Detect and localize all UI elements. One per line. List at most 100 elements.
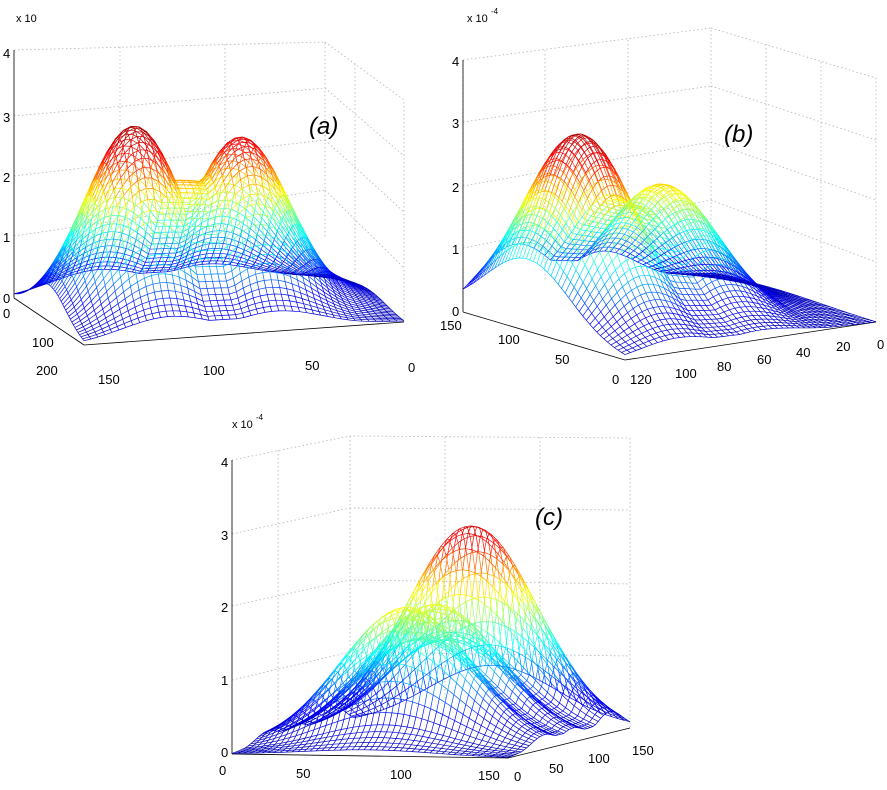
surface-mesh-line [96, 247, 99, 254]
surface-mesh-line [127, 260, 131, 265]
surface-mesh-line [257, 312, 265, 315]
surface-mesh-line [156, 171, 165, 179]
surface-mesh-line [108, 325, 111, 330]
surface-mesh-line [290, 249, 299, 258]
surface-mesh-line [164, 164, 166, 166]
surface-mesh-line [185, 188, 188, 193]
surface-mesh-line [252, 181, 260, 192]
surface-mesh-line [277, 231, 285, 242]
surface-mesh-line [59, 289, 67, 299]
surface-mesh-line [263, 240, 272, 248]
surface-mesh-line [91, 210, 94, 219]
surface-mesh-line [69, 257, 73, 263]
surface-mesh-line [217, 163, 220, 167]
surface-mesh-line [253, 213, 261, 216]
surface-mesh-line [201, 174, 210, 183]
surface-mesh-line [88, 258, 91, 265]
surface-mesh-line [326, 276, 328, 278]
surface-mesh-line [207, 248, 215, 250]
surface-mesh-line [596, 216, 602, 219]
surface-mesh-line [247, 224, 256, 229]
surface-mesh-line [116, 195, 125, 207]
surface-mesh-line [191, 180, 194, 182]
surface-mesh-line [65, 310, 68, 314]
surface-mesh-line [82, 336, 90, 340]
surface-mesh-line [92, 202, 96, 211]
surface-mesh-line [130, 220, 133, 229]
surface-mesh-line [86, 285, 89, 292]
surface-mesh-line [130, 228, 138, 233]
surface-mesh-line [113, 138, 116, 142]
surface-mesh-line [246, 202, 249, 210]
surface-mesh-line [274, 204, 277, 209]
surface-mesh-line [103, 245, 106, 253]
surface-mesh-line [314, 267, 317, 269]
surface-mesh-line [186, 208, 189, 215]
surface-mesh-line [317, 259, 319, 261]
surface-mesh-line [290, 265, 298, 271]
surface-mesh-line [179, 276, 187, 281]
surface-mesh-line [45, 272, 54, 284]
surface-mesh-line [135, 170, 139, 181]
surface-mesh-line [185, 305, 193, 308]
surface-mesh-line [137, 315, 146, 319]
surface-mesh-line [243, 181, 252, 189]
surface-mesh-line [76, 212, 85, 231]
surface-mesh-line [254, 263, 262, 267]
surface-mesh-line [80, 258, 84, 264]
surface-mesh-line [187, 228, 190, 235]
surface-mesh-line [241, 223, 244, 231]
surface-mesh-line [152, 188, 156, 200]
surface-mesh-line [161, 152, 164, 157]
surface-mesh-line [86, 233, 90, 241]
surface-mesh-line [29, 288, 32, 290]
surface-mesh-line [366, 301, 374, 305]
surface-mesh-line [233, 232, 242, 240]
surface-mesh-line [210, 199, 219, 206]
surface-mesh-line [210, 205, 214, 213]
surface-mesh-line [112, 309, 120, 314]
surface-mesh-line [216, 266, 219, 274]
surface-mesh-line [207, 315, 215, 317]
surface-mesh-line [363, 288, 371, 292]
surface-mesh-line [118, 170, 122, 178]
surface-mesh-line [187, 185, 190, 189]
surface-mesh-line [60, 278, 63, 282]
surface-mesh-line [58, 276, 61, 280]
surface-mesh-line [94, 194, 97, 203]
surface-mesh-line [124, 208, 127, 218]
surface-mesh-line [71, 321, 74, 325]
surface-mesh-line [184, 192, 187, 198]
surface-mesh-line [129, 136, 138, 141]
surface-mesh-line [225, 238, 228, 247]
surface-mesh-line [105, 206, 113, 210]
surface-mesh-line [96, 331, 104, 335]
surface-mesh-line [123, 195, 126, 205]
surface-mesh-line [323, 291, 331, 297]
surface-mesh-line [106, 291, 109, 298]
surface-mesh-line [168, 255, 172, 266]
surface-mesh-line [121, 224, 129, 234]
surface-mesh-line [92, 183, 95, 190]
surface-mesh-line [189, 268, 192, 277]
surface-mesh-line [311, 259, 313, 261]
surface-mesh-line [195, 317, 203, 320]
surface-mesh-line [107, 290, 116, 298]
surface-mesh-line [214, 243, 217, 249]
surface-mesh-line [34, 286, 37, 289]
surface-mesh-line [251, 158, 259, 162]
surface-mesh-line [293, 290, 301, 294]
surface-mesh-line [178, 234, 186, 243]
surface-mesh-line [171, 187, 174, 193]
surface-mesh-line [76, 229, 79, 232]
surface-mesh-line [131, 134, 134, 140]
surface-mesh-line [119, 304, 127, 310]
surface-mesh-line [173, 283, 176, 292]
surface-mesh-line [87, 309, 95, 316]
surface-mesh-line [321, 269, 329, 279]
surface-mesh-line [341, 281, 349, 287]
surface-mesh-line [293, 242, 296, 246]
surface-mesh-line [58, 273, 61, 277]
surface-mesh-line [156, 178, 159, 185]
surface-mesh-line [193, 312, 196, 318]
